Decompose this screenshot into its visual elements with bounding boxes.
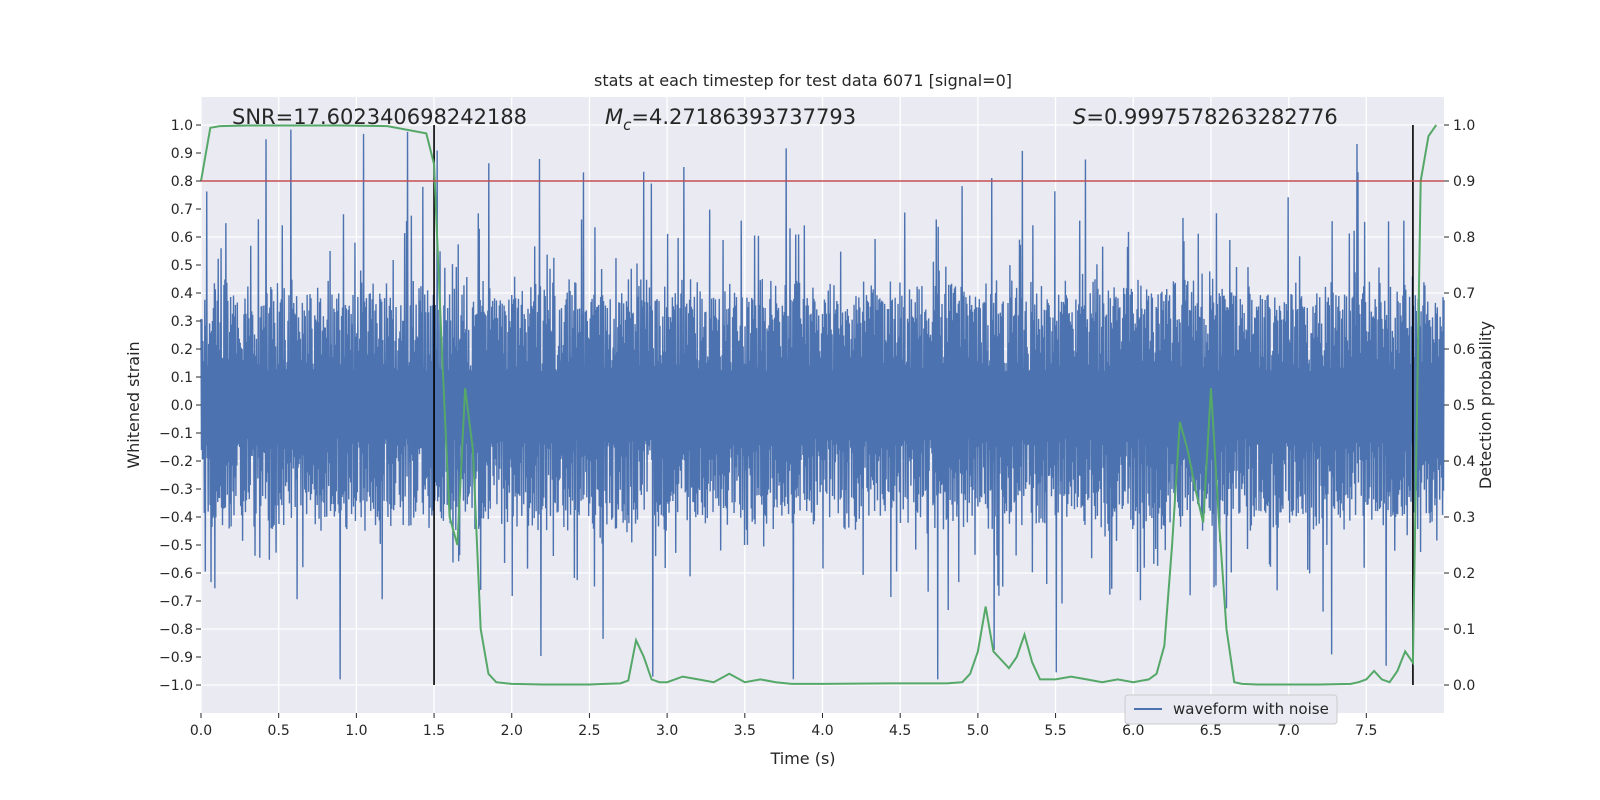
y2-tick-label: 0.0 [1453,678,1475,694]
chart-title: stats at each timestep for test data 607… [594,71,1012,90]
x-tick-label: 7.0 [1277,723,1299,739]
s-annotation: S=0.9997578263282776 [1073,105,1338,129]
y2-tick-label: 0.3 [1453,510,1475,526]
legend: waveform with noise [1124,694,1338,725]
y-tick-label: −0.5 [159,538,193,554]
waveform-series [200,129,1445,680]
x-tick-label: 5.0 [967,723,989,739]
x-ticks: 0.0 0.5 1.0 1.5 2.0 2.5 3.0 3.5 4.0 4.5 5.0 5.5 6.0 6… [190,713,1377,739]
x-axis-label: Time (s) [769,749,835,768]
y-ticks: 1.0 0.9 0.8 0.7 0.6 0.5 0.4 0.3 0.2 0.1 0.0 −0.1 −0.… [159,118,201,694]
x-tick-label: 3.5 [734,723,756,739]
y-axis-label: Whitened strain [124,341,143,468]
y2-ticks: 1.0 0.9 0.8 0.7 0.6 0.5 0.4 0.3 0.2 0.1 0.0 [1444,118,1475,694]
y-tick-label: −0.2 [159,454,193,470]
y2-axis-label: Detection probability [1476,321,1495,489]
y-tick-label: −0.1 [159,426,193,442]
y-tick-label: −0.8 [159,622,193,638]
chirp-mass-annotation: Mc=4.27186393737793 [605,105,856,134]
vertical-markers [433,125,1414,685]
x-tick-label: 4.5 [889,723,911,739]
y-tick-label: −0.3 [159,482,193,498]
y-tick-label: 0.8 [171,174,193,190]
y2-tick-label: 0.7 [1453,286,1475,302]
y-tick-label: −0.4 [159,510,193,526]
legend-box [1124,694,1338,725]
s-symbol: S [1073,105,1086,129]
y-tick-label: −0.7 [159,594,193,610]
x-tick-label: 1.0 [345,723,367,739]
y-tick-label: 0.1 [171,370,193,386]
x-tick-label: 6.5 [1200,723,1222,739]
x-tick-label: 2.5 [578,723,600,739]
x-tick-label: 5.5 [1044,723,1066,739]
y2-tick-label: 0.1 [1453,622,1475,638]
y2-tick-label: 0.9 [1453,174,1475,190]
mc-symbol: M [605,105,623,129]
y2-tick-label: 0.8 [1453,230,1475,246]
x-tick-label: 4.0 [811,723,833,739]
x-tick-label: 1.5 [423,723,445,739]
y2-tick-label: 1.0 [1453,118,1475,134]
waveform-line [200,129,1445,680]
mc-subscript: c [623,116,632,134]
snr-annotation: SNR=17.602340698242188 [232,105,527,129]
y2-tick-label: 0.4 [1453,454,1475,470]
y-tick-label: 0.6 [171,230,193,246]
x-tick-label: 6.0 [1122,723,1144,739]
y-tick-label: 0.7 [171,202,193,218]
y-tick-label: 0.2 [171,342,193,358]
x-tick-label: 3.0 [656,723,678,739]
y-tick-label: 1.0 [171,118,193,134]
y-tick-label: −0.6 [159,566,193,582]
x-tick-label: 0.5 [268,723,290,739]
probability-line [200,124,1438,686]
y-tick-label: 0.0 [171,398,193,414]
y2-tick-label: 0.2 [1453,566,1475,582]
probability-series [200,124,1438,686]
x-tick-label: 2.0 [501,723,523,739]
mc-value: =4.27186393737793 [631,105,856,129]
x-tick-label: 0.0 [190,723,212,739]
y-tick-label: −0.9 [159,650,193,666]
y-tick-label: 0.9 [171,146,193,162]
y-tick-label: 0.4 [171,286,193,302]
y2-tick-label: 0.6 [1453,342,1475,358]
y-tick-label: 0.3 [171,314,193,330]
legend-entry-waveform: waveform with noise [1173,700,1329,718]
y-tick-label: −1.0 [159,678,193,694]
s-value: =0.9997578263282776 [1086,105,1337,129]
x-tick-label: 7.5 [1355,723,1377,739]
y2-tick-label: 0.5 [1453,398,1475,414]
y-tick-label: 0.5 [171,258,193,274]
